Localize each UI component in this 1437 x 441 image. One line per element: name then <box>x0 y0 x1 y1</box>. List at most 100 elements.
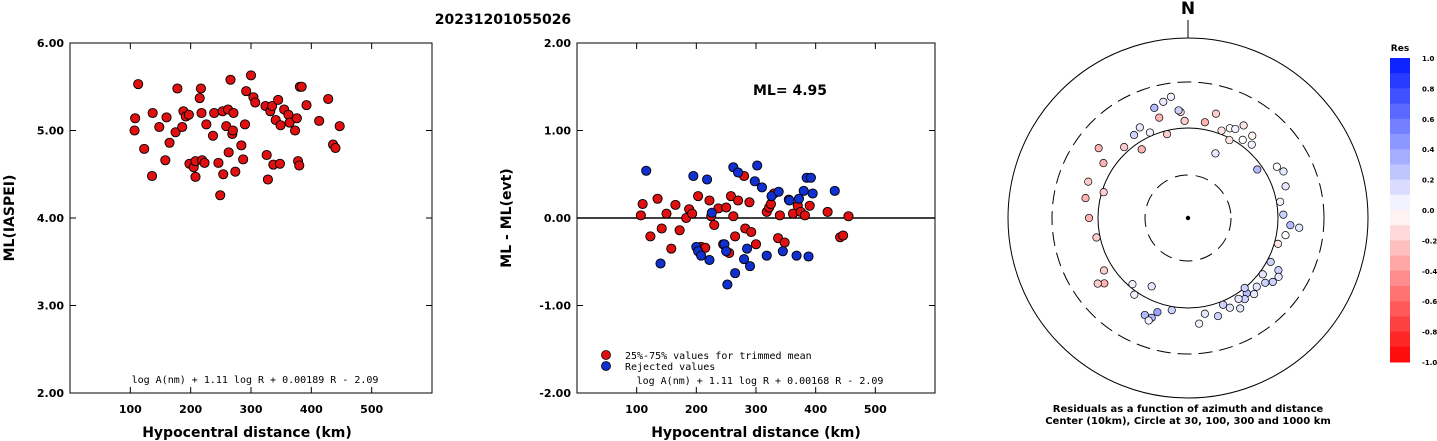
data-point <box>289 125 301 136</box>
residual-point <box>1163 130 1172 139</box>
residual-point <box>1137 145 1146 154</box>
y-tick-label: 1.00 <box>544 125 571 138</box>
middle-x-axis-label: Hypocentral distance (km) <box>651 425 861 441</box>
data-point <box>746 226 757 238</box>
colorbar-title: Res <box>1391 44 1409 54</box>
data-point <box>749 176 760 187</box>
data-point <box>822 206 833 217</box>
x-tick-label: 500 <box>864 403 887 416</box>
data-point <box>194 93 205 104</box>
residual-point <box>1234 294 1243 303</box>
residual-point <box>1153 308 1162 317</box>
data-point <box>207 130 219 141</box>
data-point <box>702 174 713 185</box>
data-point <box>195 83 206 94</box>
middle-formula: log A(nm) + 1.11 log R + 0.00168 R - 2.0… <box>637 376 884 387</box>
residual-point <box>1099 266 1109 275</box>
colorbar-cell <box>1390 194 1410 211</box>
north-label: N <box>1181 0 1195 19</box>
data-point <box>693 191 704 202</box>
left-points <box>129 70 345 201</box>
residual-point <box>1211 109 1221 118</box>
ring-300km <box>1051 81 1325 355</box>
x-tick-label: 100 <box>119 403 142 416</box>
residual-point <box>1273 239 1283 248</box>
residual-point <box>1276 197 1285 206</box>
data-point <box>750 239 762 250</box>
residual-point <box>1147 282 1156 291</box>
data-point <box>291 113 302 124</box>
data-point <box>190 171 201 182</box>
data-point <box>704 254 715 266</box>
data-point <box>807 188 818 199</box>
residual-point <box>1120 143 1129 152</box>
data-point <box>756 182 768 193</box>
data-point <box>133 79 144 90</box>
left-y-axis-label: ML(IASPEI) <box>2 175 18 262</box>
y-tick-label: 0.00 <box>544 212 571 225</box>
data-point <box>296 81 307 92</box>
residual-point <box>1238 135 1247 144</box>
data-point <box>230 166 241 177</box>
data-point <box>793 193 805 204</box>
data-point <box>129 125 140 136</box>
data-point <box>773 186 784 197</box>
data-point <box>209 107 220 119</box>
data-point <box>262 174 273 185</box>
data-point <box>267 100 278 112</box>
residual-point <box>1200 118 1209 127</box>
colorbar-cell <box>1390 58 1410 74</box>
data-point <box>635 210 646 221</box>
data-point <box>199 157 210 168</box>
data-point <box>744 261 756 272</box>
residual-point <box>1155 113 1164 122</box>
data-point <box>784 195 795 206</box>
data-point <box>274 158 286 169</box>
data-point <box>838 230 849 241</box>
data-point <box>688 170 699 182</box>
data-point <box>733 167 744 178</box>
residual-point <box>1159 97 1168 106</box>
data-point <box>154 121 165 133</box>
residual-point <box>1236 304 1245 313</box>
residual-point <box>1130 290 1139 299</box>
data-point <box>721 246 732 257</box>
colorbar-cell <box>1390 149 1410 165</box>
data-point <box>843 211 854 222</box>
colorbar-cell <box>1390 103 1410 120</box>
data-point <box>733 195 744 206</box>
residual-point <box>1279 167 1288 176</box>
data-point <box>766 191 777 202</box>
data-point <box>250 97 261 108</box>
data-point <box>273 94 284 105</box>
y-tick-label: 2.00 <box>37 387 64 400</box>
data-point <box>779 237 790 248</box>
residual-point <box>1248 131 1257 140</box>
data-point <box>334 121 345 132</box>
data-point <box>225 74 236 85</box>
residual-point <box>1084 177 1093 186</box>
data-point <box>721 202 732 213</box>
data-point <box>330 142 341 154</box>
colorbar-cell <box>1390 316 1410 333</box>
legend-label-rejected: Rejected values <box>625 362 715 373</box>
colorbar-ticks: 1.0 0.8 0.6 0.4 0.2 0.0 -0.2 -0.4 -0.6 -0.8 -1.0 <box>1422 55 1437 367</box>
residual-point <box>1200 309 1209 318</box>
data-point <box>215 190 226 201</box>
colorbar-tick-label: -0.2 <box>1422 237 1437 245</box>
colorbar-cell <box>1390 331 1410 348</box>
data-point <box>661 208 672 219</box>
residual-point <box>1295 223 1304 232</box>
colorbar-cell <box>1390 118 1410 135</box>
residual-point <box>1281 231 1290 240</box>
ring-1000km <box>1007 37 1369 399</box>
residual-point <box>1174 106 1183 115</box>
residual-point <box>1217 126 1226 135</box>
data-point <box>730 231 741 242</box>
polar-points <box>1081 92 1304 328</box>
ml-annotation: ML= 4.95 <box>753 83 827 99</box>
legend-label-trimmed: 25%-75% values for trimmed mean <box>625 351 812 362</box>
colorbar-cell <box>1390 346 1410 363</box>
colorbar: Res 1.0 0.8 0.6 0.4 0.2 0.0 -0.2 -0.4 -0.6 -0.8 -1… <box>1390 44 1437 367</box>
y-tick-label: -2.00 <box>539 387 571 400</box>
